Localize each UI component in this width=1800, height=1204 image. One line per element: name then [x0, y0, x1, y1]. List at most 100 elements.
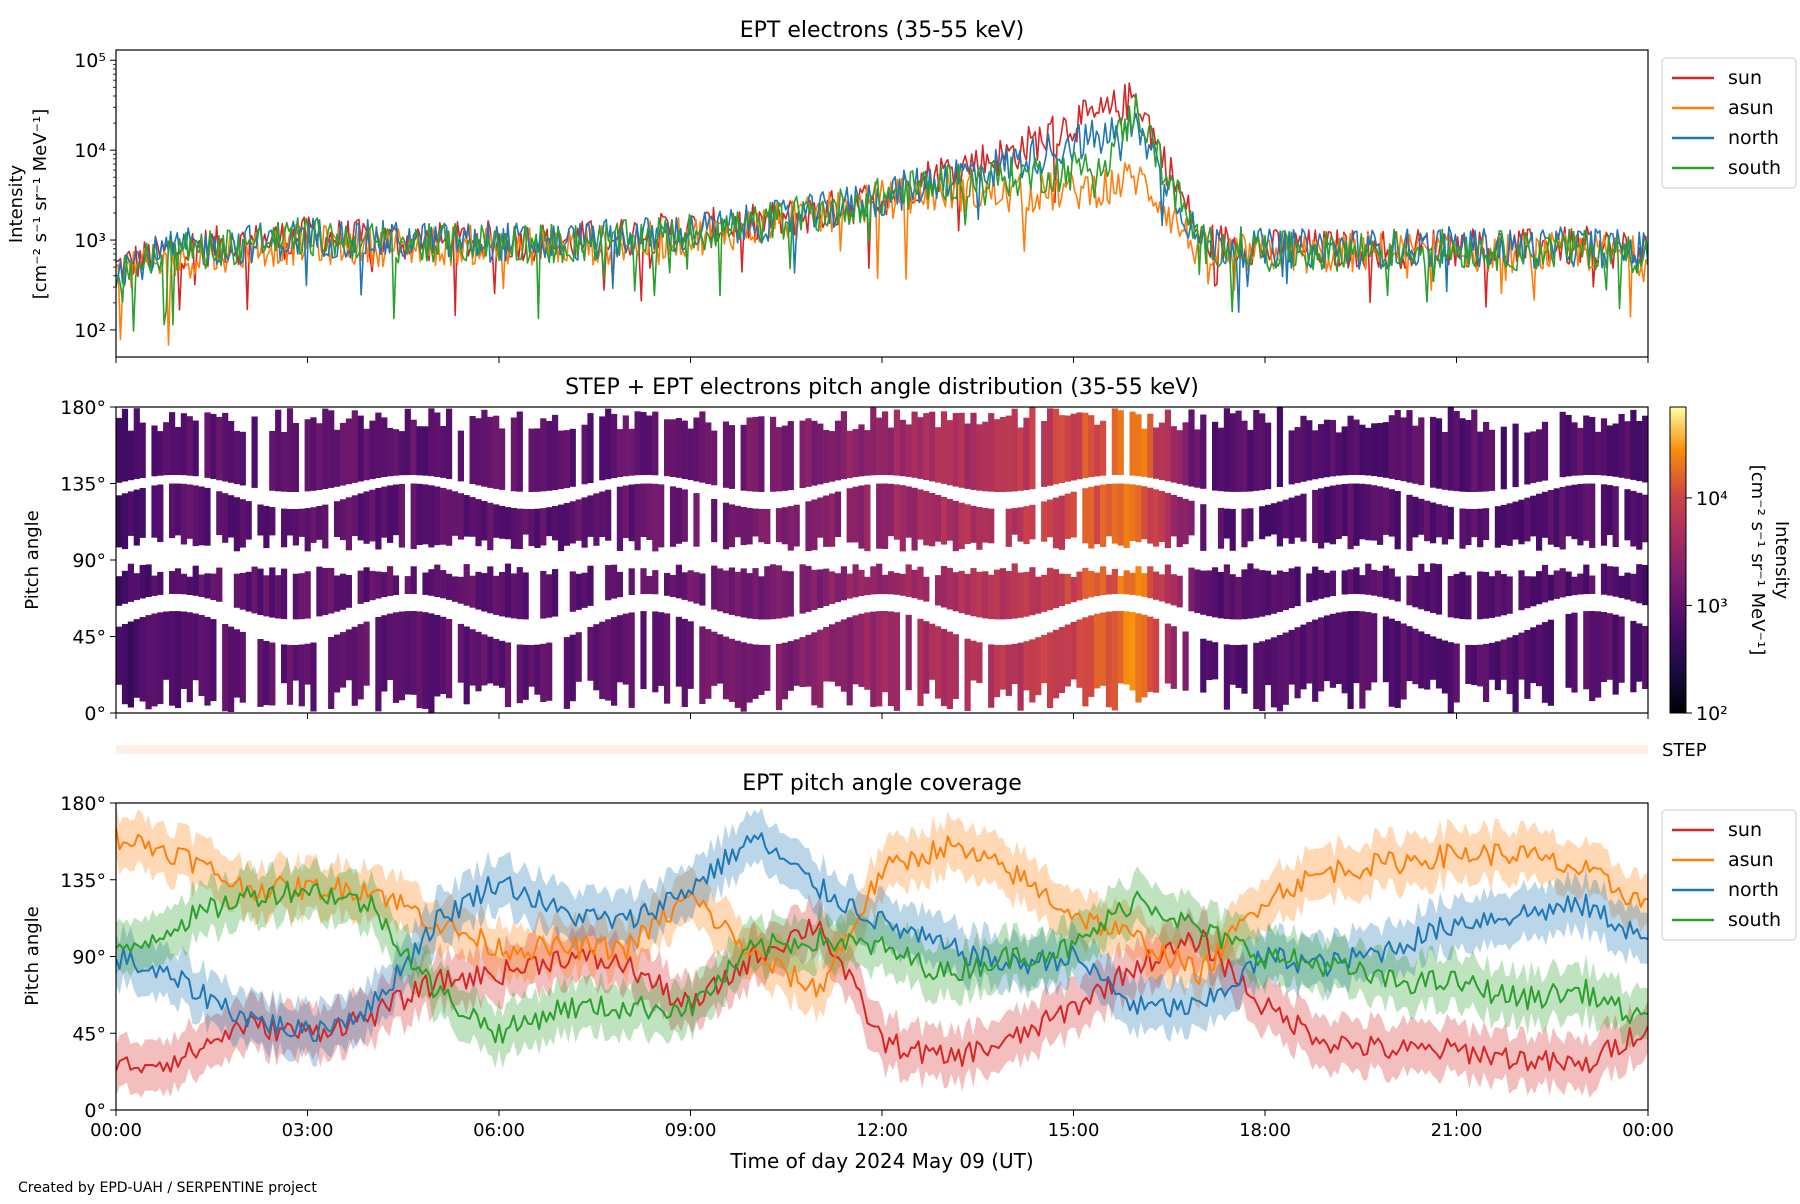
heatmap-cell: [599, 416, 606, 481]
heatmap-cell: [1153, 618, 1160, 693]
y-tick-label: 0°: [84, 1100, 106, 1122]
heatmap-cell: [198, 486, 205, 546]
heatmap-cell: [1424, 571, 1431, 612]
heatmap-cell: [628, 612, 635, 708]
heatmap-cell: [893, 409, 900, 476]
heatmap-cell: [693, 572, 700, 604]
heatmap-cell: [1583, 564, 1590, 595]
heatmap-cell: [1082, 617, 1089, 707]
heatmap-cell: [1011, 643, 1018, 685]
heatmap-cell: [222, 493, 229, 543]
heatmap-cell: [1158, 422, 1166, 481]
heatmap-cell: [829, 431, 836, 482]
heatmap-cell: [1129, 484, 1136, 541]
heatmap-cell: [1147, 487, 1154, 544]
heatmap-cell: [616, 615, 623, 683]
y-tick-label: 0°: [84, 703, 106, 725]
heatmap-cell: [563, 637, 570, 709]
heatmap-cell: [1082, 567, 1089, 599]
y-tick-label: 10³: [74, 230, 106, 252]
heatmap-cell: [1477, 431, 1484, 492]
heatmap-cell: [1329, 485, 1336, 545]
heatmap-cell: [1424, 500, 1431, 542]
heatmap-cell: [192, 565, 199, 596]
heatmap-cell: [569, 501, 576, 544]
pad-x-ticks: [115, 713, 1649, 719]
heatmap-cell: [799, 637, 806, 687]
heatmap-cell: [192, 613, 199, 681]
heatmap-cell: [999, 645, 1006, 690]
heatmap-cell: [116, 576, 123, 606]
heatmap-cell: [634, 411, 641, 476]
heatmap-cell: [534, 428, 541, 492]
heatmap-cell: [811, 420, 818, 486]
heatmap-cell: [1206, 570, 1213, 617]
heatmap-cell: [169, 571, 176, 594]
heatmap-cell: [711, 430, 718, 486]
heatmap-cell: [711, 631, 718, 686]
heatmap-cell: [1347, 569, 1354, 595]
heatmap-cell: [275, 409, 282, 492]
heatmap-cell: [204, 573, 211, 599]
heatmap-cell: [446, 489, 453, 546]
heatmap-cell: [1589, 575, 1596, 594]
heatmap-cell: [917, 566, 924, 600]
heatmap-cell: [228, 626, 235, 712]
heatmap-cell: [1041, 501, 1048, 542]
heatmap-cell: [434, 412, 441, 477]
heatmap-cell: [457, 493, 464, 540]
heatmap-cell: [1117, 576, 1124, 594]
heatmap-cell: [1600, 563, 1608, 595]
heatmap-cell: [1471, 509, 1478, 538]
heatmap-cell: [1088, 615, 1095, 697]
heatmap-cell: [481, 409, 488, 487]
heatmap-cell: [257, 504, 264, 536]
heatmap-cell: [764, 566, 771, 620]
heatmap-cell: [887, 611, 895, 706]
heatmap-cell: [528, 509, 535, 547]
heatmap-cell: [1023, 506, 1030, 545]
heatmap-cell: [1253, 410, 1260, 491]
heatmap-cell: [846, 573, 853, 599]
heatmap-cell: [864, 576, 871, 596]
heatmap-cell: [375, 488, 382, 550]
colorbar-tick-label: 10²: [1696, 703, 1728, 725]
heatmap-cell: [1547, 574, 1554, 601]
heatmap-cell: [722, 570, 730, 614]
coverage-bands: [116, 803, 1648, 1098]
heatmap-cell: [681, 489, 688, 542]
heatmap-cell: [1477, 644, 1484, 687]
heatmap-cell: [1229, 413, 1236, 492]
heatmap-cell: [563, 503, 570, 546]
heatmap-cell: [463, 626, 470, 705]
heatmap-cell: [746, 417, 753, 492]
heatmap-cell: [292, 573, 299, 620]
heatmap-cell: [357, 493, 364, 541]
legend-box: [1661, 57, 1797, 189]
heatmap-cell: [958, 412, 965, 488]
heatmap-cell: [693, 417, 700, 482]
heatmap-cell: [988, 413, 995, 492]
heatmap-cell: [1094, 424, 1101, 477]
heatmap-cell: [428, 408, 435, 477]
heatmap-cell: [1329, 570, 1336, 597]
pad-y-ticks: 0° 45° 90° 135° 180°: [60, 397, 116, 725]
heatmap-cell: [263, 575, 270, 617]
heatmap-cell: [1347, 611, 1354, 709]
heatmap-cell: [1223, 564, 1230, 619]
heatmap-cell: [487, 636, 494, 684]
heatmap-cell: [611, 564, 618, 599]
heatmap-cell: [817, 423, 824, 485]
y-tick-label: 45°: [72, 627, 106, 649]
heatmap-cell: [251, 416, 258, 488]
y-tick-label: 135°: [60, 870, 106, 892]
heatmap-cell: [1082, 488, 1089, 544]
heatmap-cell: [428, 485, 435, 548]
coverage-legend: sun asun north south: [1661, 809, 1797, 941]
heatmap-cell: [446, 619, 453, 699]
colorbar-label-line1: Intensity: [1771, 521, 1792, 600]
heatmap-cell: [499, 428, 506, 490]
heatmap-cell: [1241, 508, 1248, 548]
heatmap-cell: [1088, 570, 1095, 598]
